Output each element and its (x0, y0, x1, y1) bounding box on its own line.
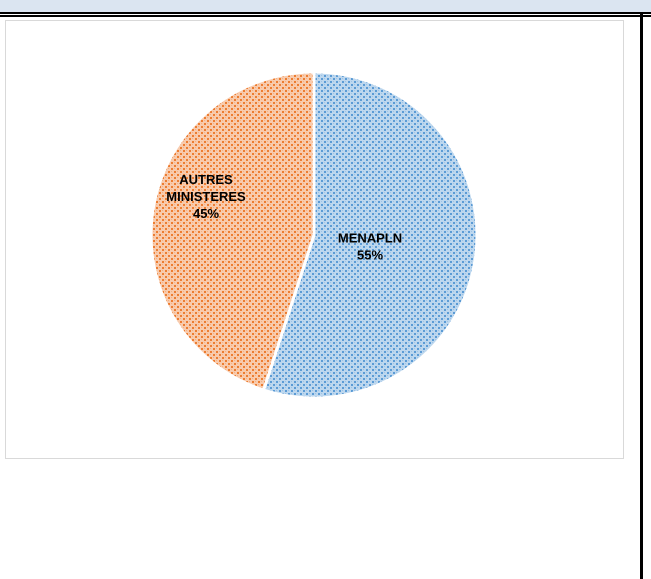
slice-name-label: MINISTERES (166, 189, 246, 204)
slice-label-2: AUTRES MINISTERES 45% (166, 172, 246, 221)
slice-label-1: MENAPLN 55% (338, 231, 402, 263)
slice-name-label: AUTRES (179, 172, 233, 187)
right-margin-rule (640, 12, 643, 579)
pie-slice-2 (149, 70, 316, 392)
pie-slice-1 (261, 70, 479, 400)
slice-name-label: MENAPLN (338, 231, 402, 246)
header-band (0, 0, 651, 14)
slice-percent-label: 55% (357, 248, 383, 263)
slice-percent-label: 45% (193, 206, 219, 221)
pie-chart: MENAPLN 55% AUTRES MINISTERES 45% (149, 70, 479, 400)
chart-frame: MENAPLN 55% AUTRES MINISTERES 45% (5, 20, 624, 459)
header-rule (0, 15, 651, 17)
